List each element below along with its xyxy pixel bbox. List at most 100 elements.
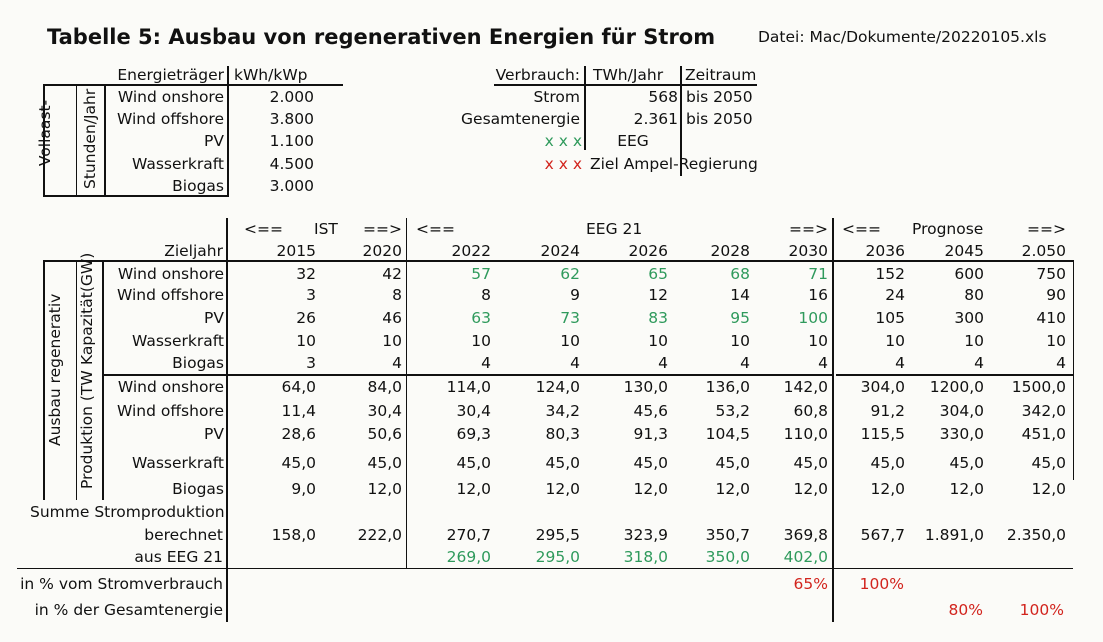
- produktion-cell: 45,0: [949, 454, 984, 472]
- verbrauch-row-period: bis 2050: [686, 110, 753, 128]
- produktion-cell: 11,4: [281, 402, 316, 420]
- produktion-cell: 45,0: [367, 454, 402, 472]
- kapazitaet-cell: 10: [964, 332, 984, 350]
- vollast-side-label-2: Stunden/Jahr: [81, 88, 99, 189]
- year-header: 2026: [628, 242, 668, 260]
- summe-label: Summe Stromproduktion: [30, 503, 225, 521]
- group-eeg-name: EEG 21: [586, 220, 643, 238]
- berechnet-cell: 323,9: [623, 526, 668, 544]
- vollast-header-traeger: Energieträger: [117, 66, 224, 84]
- produktion-cell: 104,5: [705, 425, 750, 443]
- group-ist-name: IST: [314, 220, 338, 238]
- produktion-row-label: Biogas: [172, 480, 224, 498]
- year-header: 2.050: [1021, 242, 1066, 260]
- eeg21-cell: 295,0: [535, 548, 580, 566]
- kapazitaet-cell: 105: [875, 309, 905, 327]
- year-header: 2045: [944, 242, 984, 260]
- kapazitaet-cell: 10: [382, 332, 402, 350]
- pct-strom-2036: 100%: [859, 575, 904, 593]
- produktion-cell: 45,0: [281, 454, 316, 472]
- kapazitaet-cell: 4: [658, 354, 668, 372]
- produktion-cell: 45,0: [456, 454, 491, 472]
- kapazitaet-cell: 10: [560, 332, 580, 350]
- pct-ges-2050: 100%: [1019, 601, 1064, 619]
- kapazitaet-cell: 10: [1046, 332, 1066, 350]
- kapazitaet-cell: 95: [730, 309, 750, 327]
- produktion-cell: 12,0: [456, 480, 491, 498]
- produktion-cell: 45,0: [633, 454, 668, 472]
- verbrauch-row-period: bis 2050: [686, 88, 753, 106]
- kapazitaet-cell: 750: [1036, 265, 1066, 283]
- group-eeg-left: <==: [416, 220, 455, 238]
- vollast-row-label: PV: [204, 132, 224, 150]
- kapazitaet-row-label: PV: [204, 309, 224, 327]
- vollast-side-label-1: Vollaast-: [36, 99, 54, 167]
- produktion-cell: 64,0: [281, 378, 316, 396]
- produktion-cell: 1500,0: [1011, 378, 1066, 396]
- kapazitaet-cell: 65: [648, 265, 668, 283]
- produktion-cell: 12,0: [1031, 480, 1066, 498]
- produktion-cell: 12,0: [633, 480, 668, 498]
- kapazitaet-row-label: Wind offshore: [117, 286, 224, 304]
- kapazitaet-cell: 24: [885, 286, 905, 304]
- group-prognose-left: <==: [842, 220, 881, 238]
- produktion-row-label: Wind onshore: [117, 378, 224, 396]
- berechnet-cell: 2.350,0: [1006, 526, 1066, 544]
- berechnet-cell: 567,7: [860, 526, 905, 544]
- vollast-row-label: Wind offshore: [117, 110, 224, 128]
- verbrauch-row-value: 2.361: [633, 110, 678, 128]
- produktion-cell: 45,0: [545, 454, 580, 472]
- berechnet-cell: 270,7: [446, 526, 491, 544]
- year-header: 2015: [276, 242, 316, 260]
- produktion-cell: 80,3: [545, 425, 580, 443]
- produktion-cell: 30,4: [456, 402, 491, 420]
- year-header: 2022: [451, 242, 491, 260]
- kapazitaet-cell: 73: [560, 309, 580, 327]
- kapazitaet-row-label: Wind onshore: [117, 265, 224, 283]
- kapazitaet-cell: 4: [895, 354, 905, 372]
- produktion-row-label: PV: [204, 425, 224, 443]
- produktion-cell: 330,0: [939, 425, 984, 443]
- kapazitaet-row-label: Biogas: [172, 354, 224, 372]
- produktion-cell: 12,0: [545, 480, 580, 498]
- kapazitaet-cell: 32: [296, 265, 316, 283]
- kapazitaet-cell: 10: [808, 332, 828, 350]
- kapazitaet-side-label: Kapazität(GW): [78, 252, 96, 365]
- produktion-cell: 1200,0: [929, 378, 984, 396]
- produktion-cell: 45,6: [633, 402, 668, 420]
- eeg21-label: aus EEG 21: [134, 548, 223, 566]
- produktion-cell: 12,0: [715, 480, 750, 498]
- legend-green-text: EEG: [617, 132, 649, 150]
- vollast-row-value: 1.100: [269, 132, 314, 150]
- kapazitaet-cell: 4: [481, 354, 491, 372]
- kapazitaet-cell: 62: [560, 265, 580, 283]
- produktion-cell: 304,0: [939, 402, 984, 420]
- vollast-row-label: Biogas: [172, 177, 224, 195]
- year-header: 2020: [362, 242, 402, 260]
- kapazitaet-cell: 152: [875, 265, 905, 283]
- kapazitaet-cell: 68: [730, 265, 750, 283]
- kapazitaet-cell: 8: [481, 286, 491, 304]
- page-title: Tabelle 5: Ausbau von regenerativen Ener…: [47, 25, 716, 49]
- produktion-cell: 12,0: [793, 480, 828, 498]
- verbrauch-row-value: 568: [648, 88, 678, 106]
- vollast-row-label: Wind onshore: [117, 88, 224, 106]
- group-ist-left: <==: [244, 220, 283, 238]
- produktion-row-label: Wind offshore: [117, 402, 224, 420]
- eeg21-cell: 318,0: [623, 548, 668, 566]
- eeg21-cell: 269,0: [446, 548, 491, 566]
- berechnet-cell: 295,5: [535, 526, 580, 544]
- produktion-cell: 53,2: [715, 402, 750, 420]
- produktion-cell: 12,0: [870, 480, 905, 498]
- produktion-row-label: Wasserkraft: [131, 454, 224, 472]
- pct-strom-2030: 65%: [793, 575, 828, 593]
- produktion-cell: 45,0: [1031, 454, 1066, 472]
- year-header: 2024: [540, 242, 580, 260]
- produktion-cell: 34,2: [545, 402, 580, 420]
- kapazitaet-cell: 14: [730, 286, 750, 304]
- kapazitaet-cell: 26: [296, 309, 316, 327]
- pct-ges-label: in % der Gesamtenergie: [34, 601, 223, 619]
- produktion-cell: 12,0: [949, 480, 984, 498]
- kapazitaet-cell: 9: [570, 286, 580, 304]
- produktion-cell: 114,0: [446, 378, 491, 396]
